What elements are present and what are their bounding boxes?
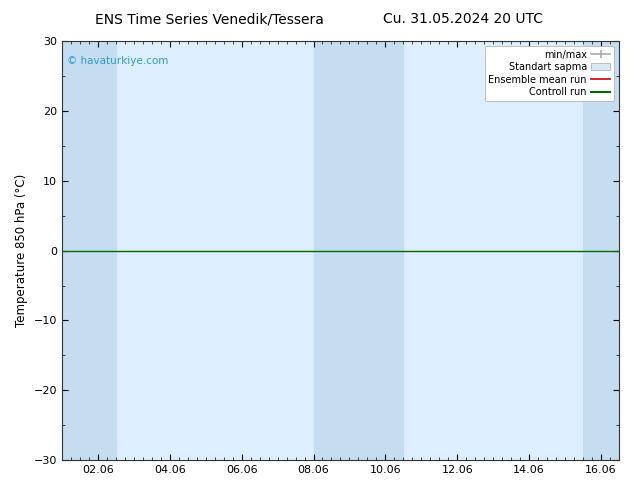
Text: © havaturkiye.com: © havaturkiye.com [67, 56, 169, 66]
Bar [583, 41, 619, 460]
Y-axis label: Temperature 850 hPa (°C): Temperature 850 hPa (°C) [15, 174, 28, 327]
Bar [313, 41, 403, 460]
Text: ENS Time Series Venedik/Tessera: ENS Time Series Venedik/Tessera [94, 12, 324, 26]
Bar [62, 41, 116, 460]
Legend: min/max, Standart sapma, Ensemble mean run, Controll run: min/max, Standart sapma, Ensemble mean r… [484, 46, 614, 101]
Text: Cu. 31.05.2024 20 UTC: Cu. 31.05.2024 20 UTC [383, 12, 543, 26]
